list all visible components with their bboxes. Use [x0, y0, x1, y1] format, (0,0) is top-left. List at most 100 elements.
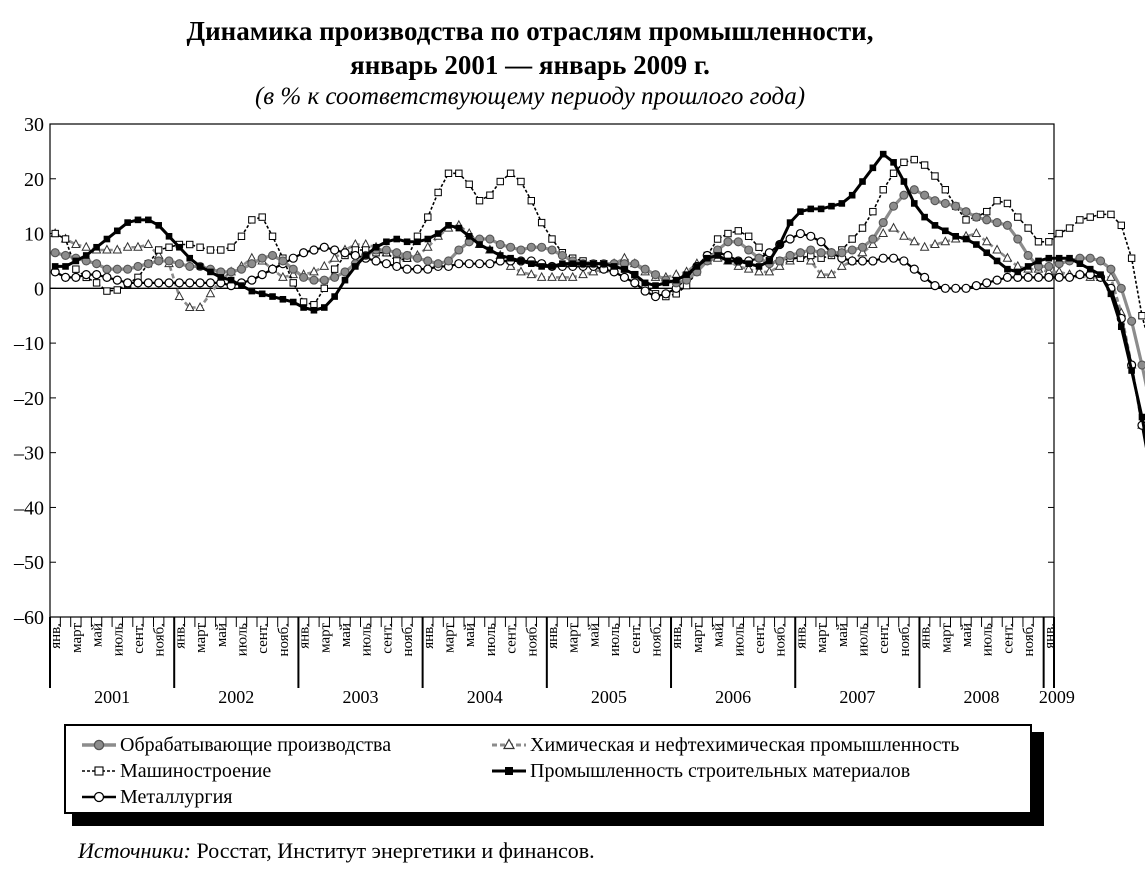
point-marker [155, 222, 162, 229]
point-marker [93, 243, 100, 251]
point-marker [517, 177, 525, 186]
point-marker [526, 242, 536, 252]
point-marker [962, 235, 970, 243]
point-marker [910, 200, 918, 207]
point-marker [174, 259, 184, 269]
y-tick-label: –20 [13, 388, 44, 410]
point-marker [1055, 229, 1063, 238]
point-marker [826, 269, 837, 279]
point-marker [1014, 213, 1022, 221]
point-marker [547, 271, 557, 281]
point-marker [951, 201, 961, 211]
point-marker [838, 200, 846, 207]
point-marker [330, 272, 340, 282]
point-marker [982, 215, 992, 225]
legend-marker-black-square [492, 767, 526, 775]
point-marker [857, 256, 868, 266]
point-marker [226, 267, 236, 277]
point-marker [724, 229, 732, 238]
point-marker [422, 241, 433, 251]
point-marker [857, 247, 868, 257]
point-marker [869, 164, 877, 172]
point-marker [537, 242, 547, 252]
source-note: Источники: Росстат, Институт энергетики … [78, 838, 595, 864]
point-marker [506, 242, 516, 252]
point-marker [464, 259, 474, 269]
month-label: май [835, 623, 851, 647]
point-marker [299, 272, 309, 282]
point-marker [186, 240, 194, 249]
legend-item-construction-materials: Промышленность строительных материалов [490, 758, 910, 784]
point-marker [590, 260, 597, 267]
point-marker [1024, 263, 1032, 270]
point-marker [206, 246, 215, 254]
point-marker [1137, 360, 1145, 370]
point-marker [703, 254, 711, 262]
point-marker [444, 169, 453, 178]
legend-marker-gray-circle [82, 739, 116, 751]
point-marker [465, 180, 473, 188]
point-marker [61, 235, 70, 243]
point-marker [847, 245, 857, 255]
point-marker [319, 242, 329, 252]
legend-label-construction-materials: Промышленность строительных материалов [530, 759, 911, 782]
point-marker [486, 191, 494, 199]
point-marker [868, 238, 878, 249]
point-marker [971, 212, 981, 222]
point-marker [1138, 312, 1145, 320]
point-marker [724, 257, 732, 265]
series-gray-circle [50, 185, 1145, 388]
point-marker [267, 264, 278, 274]
point-marker [1106, 271, 1116, 281]
month-label: март [69, 623, 85, 653]
point-marker [899, 230, 909, 240]
year-label: 2009 [1039, 687, 1075, 707]
point-marker [878, 253, 888, 263]
point-marker [50, 248, 60, 258]
point-marker [940, 198, 950, 208]
y-tick-label: –10 [13, 333, 44, 355]
point-marker [288, 253, 298, 263]
point-marker [548, 263, 556, 270]
point-marker [423, 264, 433, 274]
point-marker [807, 205, 815, 213]
legend-marker-dashed-square [82, 766, 116, 776]
point-marker [1013, 234, 1023, 244]
point-marker [900, 178, 908, 185]
point-marker [930, 238, 940, 249]
point-marker [527, 260, 535, 267]
legend-label-manufacturing: Обрабатывающие производства [120, 733, 392, 756]
point-marker [154, 246, 163, 254]
legend-item-metallurgy: Металлургия [80, 784, 233, 810]
point-marker [176, 243, 183, 251]
point-marker [474, 259, 485, 269]
point-marker [786, 219, 794, 226]
point-marker [1127, 316, 1137, 326]
point-marker [340, 267, 350, 277]
point-marker [91, 270, 102, 280]
point-marker [848, 191, 856, 199]
point-marker [567, 271, 578, 281]
month-label: май [462, 623, 478, 647]
point-marker [755, 263, 763, 270]
point-marker [536, 271, 547, 281]
point-marker [133, 278, 143, 288]
point-marker [774, 260, 785, 270]
point-marker [123, 278, 133, 288]
point-marker [268, 232, 277, 240]
point-marker [641, 279, 649, 287]
month-label: янв. [421, 623, 437, 649]
point-marker [538, 263, 545, 270]
legend: Обрабатывающие производства Химическая и… [64, 724, 1032, 814]
point-marker [1002, 220, 1012, 230]
point-marker [217, 246, 225, 254]
point-marker [424, 213, 432, 221]
month-label: июль [607, 623, 623, 656]
month-label: янв. [48, 623, 64, 649]
series-black-square [51, 150, 1145, 442]
point-marker [516, 245, 526, 255]
point-marker [288, 264, 298, 274]
point-marker [112, 275, 122, 285]
point-marker [888, 253, 899, 263]
point-marker [164, 256, 174, 266]
